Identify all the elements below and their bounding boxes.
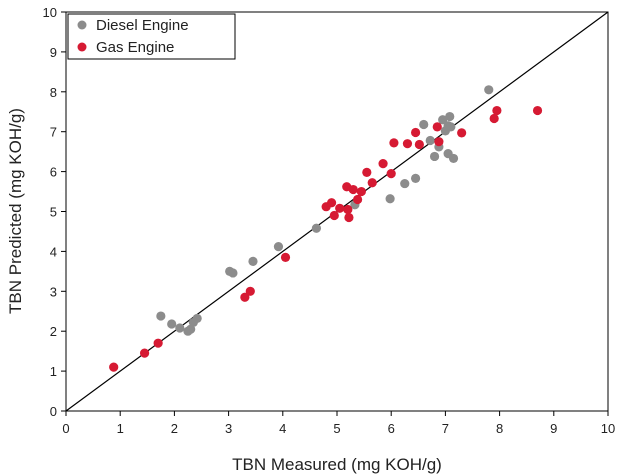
x-tick-label: 10 xyxy=(601,421,615,436)
gas-engine-point xyxy=(489,113,499,124)
x-tick-label: 6 xyxy=(388,421,395,436)
diesel-engine-point xyxy=(429,151,440,162)
y-tick-label: 6 xyxy=(50,165,57,180)
diesel-engine-point xyxy=(410,173,421,183)
y-tick-label: 1 xyxy=(50,364,57,379)
gas-engine-point xyxy=(492,105,502,116)
gas-engine-point xyxy=(402,139,413,149)
gas-engine-point xyxy=(343,204,353,215)
gas-engine-point xyxy=(532,105,543,116)
gas-engine-point xyxy=(245,286,255,296)
diesel-engine-point xyxy=(484,85,494,95)
gas-engine-point xyxy=(352,194,363,205)
gas-engine-point xyxy=(139,348,150,358)
y-tick-label: 3 xyxy=(50,284,57,299)
legend-label-diesel: Diesel Engine xyxy=(96,17,189,34)
gas-engine-point xyxy=(389,138,399,148)
diesel-engine-point xyxy=(400,178,410,189)
gas-engine-point xyxy=(153,338,163,348)
legend: Diesel Engine Gas Engine xyxy=(67,13,236,60)
x-tick-label: 0 xyxy=(62,421,69,436)
y-tick-label: 10 xyxy=(43,5,57,20)
gas-engine-point xyxy=(432,122,442,132)
gas-engine-point xyxy=(367,178,377,188)
gas-engine-point xyxy=(410,127,421,138)
x-tick-label: 8 xyxy=(496,421,503,436)
legend-box xyxy=(67,13,236,60)
diesel-engine-point xyxy=(311,223,322,233)
gas-engine-point xyxy=(329,210,339,221)
gas-engine-point xyxy=(348,184,358,195)
legend-marker-diesel xyxy=(77,20,87,30)
diesel-engine-point xyxy=(438,115,448,125)
diesel-engine-point xyxy=(445,111,455,122)
diesel-engine-point xyxy=(175,323,185,333)
legend-marker-gas xyxy=(77,42,87,52)
x-axis-title: TBN Measured (mg KOH/g) xyxy=(232,455,442,474)
diesel-engine-point xyxy=(156,311,166,321)
gas-engine-point xyxy=(362,167,372,177)
legend-label-gas: Gas Engine xyxy=(96,39,174,56)
gas-engine-point xyxy=(280,252,291,262)
x-tick-label: 4 xyxy=(279,421,286,436)
diesel-engine-point xyxy=(167,319,177,329)
data-points xyxy=(109,85,543,372)
gas-engine-point xyxy=(109,362,119,372)
gas-engine-point xyxy=(378,159,388,169)
gas-engine-point xyxy=(326,198,337,208)
diesel-engine-point xyxy=(425,135,435,146)
diesel-engine-point xyxy=(419,119,429,130)
y-tick-label: 4 xyxy=(50,244,57,259)
x-tick-label: 5 xyxy=(333,421,340,436)
x-axis-ticks: 0 1 2 3 4 5 6 7 8 9 10 xyxy=(62,411,615,436)
y-tick-label: 8 xyxy=(50,85,57,100)
y-tick-label: 0 xyxy=(50,404,57,419)
y-axis-ticks: 0 1 2 3 4 5 6 7 8 9 10 xyxy=(43,5,66,419)
x-tick-label: 9 xyxy=(550,421,557,436)
y-tick-label: 2 xyxy=(50,324,57,339)
diesel-engine-point xyxy=(385,194,395,204)
diesel-engine-point xyxy=(192,313,202,324)
x-tick-label: 1 xyxy=(117,421,124,436)
y-axis-title: TBN Predicted (mg KOH/g) xyxy=(6,108,25,314)
x-tick-label: 2 xyxy=(171,421,178,436)
y-tick-label: 7 xyxy=(50,125,57,140)
gas-engine-point xyxy=(335,203,345,213)
diesel-engine-point xyxy=(228,268,238,278)
diesel-engine-point xyxy=(273,242,284,252)
y-tick-label: 5 xyxy=(50,205,57,220)
x-tick-label: 7 xyxy=(442,421,449,436)
diesel-engine-point xyxy=(248,256,258,266)
gas-engine-point xyxy=(434,137,444,147)
gas-engine-point xyxy=(457,128,467,138)
gas-engine-point xyxy=(386,168,396,179)
diesel-engine-point xyxy=(448,153,459,164)
gas-engine-point xyxy=(240,292,250,302)
gas-engine-point xyxy=(414,139,424,150)
y-tick-label: 9 xyxy=(50,45,57,60)
gas-engine-point xyxy=(344,212,354,223)
x-tick-label: 3 xyxy=(225,421,232,436)
gas-engine-point xyxy=(356,186,366,197)
diesel-engine-point xyxy=(446,122,456,132)
